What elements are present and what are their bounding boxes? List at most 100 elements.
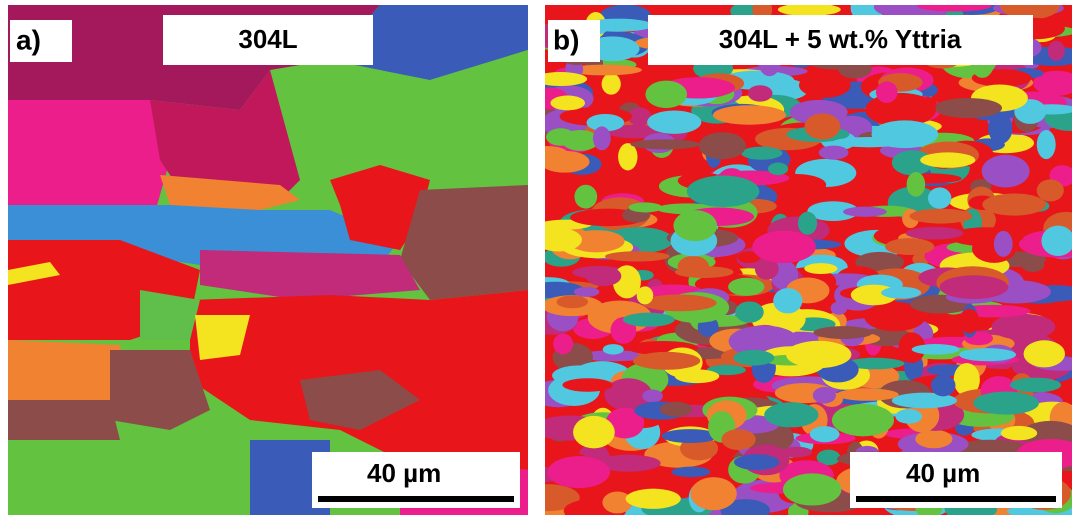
grain — [583, 18, 654, 32]
grain — [927, 187, 952, 209]
grain — [712, 105, 787, 125]
title-box — [163, 15, 373, 65]
grain — [545, 281, 584, 299]
grain — [782, 473, 842, 506]
grain — [930, 374, 956, 397]
grain — [881, 286, 922, 299]
scale-bar — [856, 496, 1056, 502]
grain — [579, 350, 649, 362]
grain — [733, 454, 780, 471]
grain — [733, 349, 775, 366]
grain — [574, 184, 598, 209]
grain — [737, 251, 761, 263]
grain — [920, 152, 976, 168]
grain — [605, 251, 670, 262]
grain — [545, 227, 582, 252]
grain — [917, 5, 992, 12]
panel-title: 304L + 5 wt.% Yttria — [719, 24, 962, 54]
grain — [556, 295, 589, 309]
grain — [894, 173, 962, 184]
grain — [602, 491, 633, 514]
grain — [1041, 225, 1072, 257]
grain — [606, 124, 663, 139]
grain — [661, 429, 719, 444]
grain — [906, 172, 926, 197]
grain — [773, 288, 803, 314]
grain — [595, 454, 661, 472]
grain — [845, 357, 905, 370]
grain — [605, 407, 645, 439]
grain-map-a — [8, 5, 528, 515]
grain — [959, 308, 980, 334]
grain — [836, 388, 899, 401]
grain — [573, 415, 615, 449]
grain-map-b — [545, 5, 1072, 515]
grain — [546, 128, 576, 146]
grain — [939, 275, 1009, 299]
grain — [895, 409, 923, 424]
scale-bar-label: 40 µm — [906, 458, 980, 488]
grain — [953, 362, 980, 397]
grain — [1047, 40, 1065, 61]
panel-label: b) — [553, 24, 579, 55]
grain — [721, 429, 756, 451]
grain — [786, 340, 852, 369]
grain — [747, 85, 773, 102]
grain — [573, 286, 600, 297]
grain — [622, 312, 675, 327]
grain — [959, 348, 1017, 362]
grain — [1010, 377, 1062, 393]
grain — [843, 206, 887, 217]
grain — [659, 401, 693, 417]
grain — [673, 210, 718, 242]
grain — [752, 230, 816, 264]
grain — [855, 251, 905, 273]
scale-bar-label: 40 µm — [367, 458, 441, 488]
grain — [909, 208, 973, 224]
grain — [804, 263, 838, 275]
grain — [797, 211, 818, 235]
panel-title: 304L — [238, 24, 297, 54]
grain — [1023, 340, 1066, 368]
grain — [706, 364, 746, 376]
grain — [764, 402, 819, 428]
grain — [625, 488, 681, 509]
grain — [799, 72, 851, 98]
grain — [864, 301, 926, 332]
grain — [547, 456, 610, 489]
grain — [988, 113, 1013, 144]
grain — [871, 120, 939, 149]
grain — [813, 326, 873, 339]
grain — [934, 97, 1003, 119]
grain — [818, 145, 849, 160]
grain — [720, 499, 771, 515]
grain — [754, 257, 779, 280]
grain — [592, 126, 611, 151]
grain — [545, 72, 588, 86]
scale-bar — [318, 496, 514, 502]
grain — [973, 391, 1039, 415]
grain — [630, 139, 700, 150]
grain — [804, 113, 841, 140]
grain — [627, 107, 652, 126]
grain — [981, 154, 1030, 188]
grain — [905, 226, 964, 240]
grain — [993, 230, 1013, 257]
grain — [911, 344, 960, 355]
grain — [1026, 104, 1072, 115]
grain — [545, 150, 590, 173]
grain — [642, 389, 663, 403]
grain — [686, 175, 760, 208]
grain — [735, 301, 764, 323]
label-box — [548, 20, 600, 62]
grain — [741, 146, 783, 160]
grain — [875, 81, 898, 103]
grain — [671, 466, 711, 478]
grain — [982, 193, 1046, 216]
grain — [562, 378, 613, 392]
grain — [636, 286, 654, 305]
grain — [728, 277, 765, 296]
grain — [586, 114, 625, 132]
grain — [618, 143, 638, 171]
